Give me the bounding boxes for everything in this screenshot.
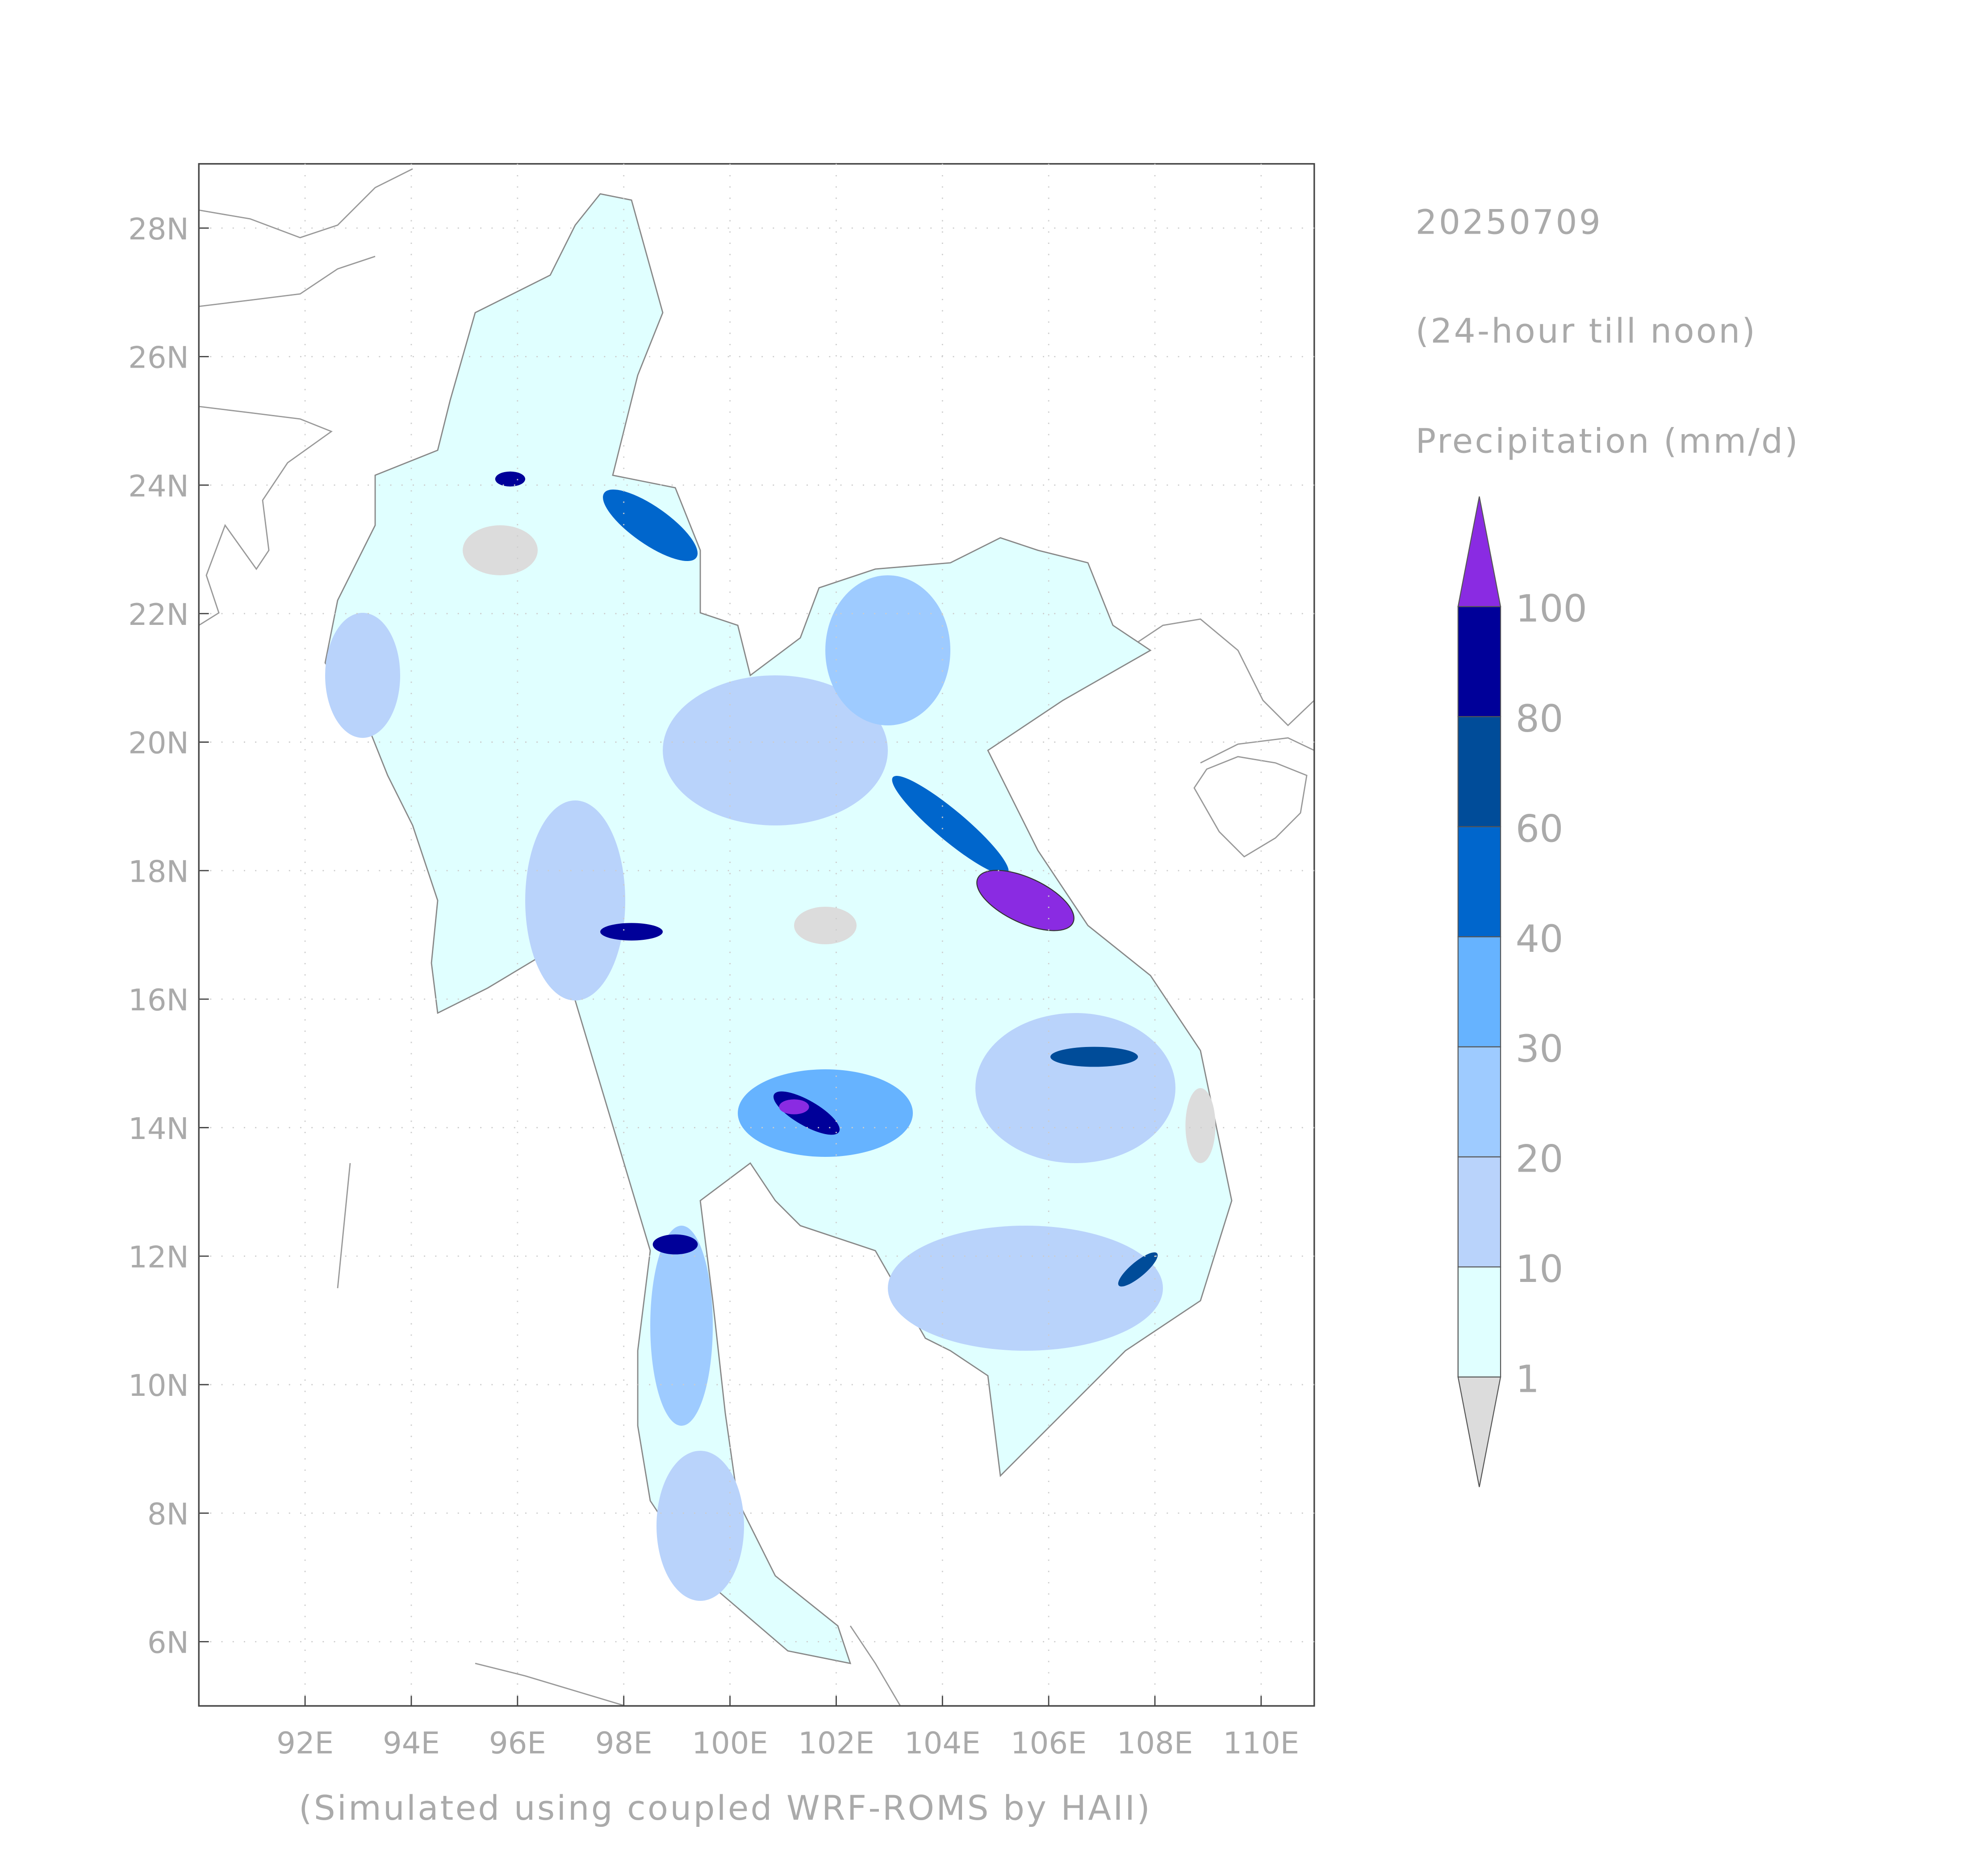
precip-area [663, 675, 888, 825]
precip-area [650, 1226, 713, 1426]
period-label: (24-hour till noon) [1416, 311, 1757, 351]
coastline [199, 168, 413, 626]
colorbar-box [1457, 716, 1501, 827]
y-tick-label: 22N [128, 597, 189, 632]
land-layer [199, 168, 1314, 1706]
x-tick-label: 94E [383, 1726, 440, 1761]
precip-area [888, 1226, 1163, 1351]
colorbar-label: 40 [1516, 917, 1564, 961]
colorbar-box [1457, 1156, 1501, 1268]
precip-area [600, 923, 663, 941]
x-tick-label: 108E [1117, 1726, 1193, 1761]
colorbar-label: 80 [1516, 697, 1564, 741]
coastline [1193, 737, 1314, 858]
precip-area [975, 1013, 1176, 1163]
x-tick-label: 102E [798, 1726, 874, 1761]
x-tick-label: 104E [904, 1726, 981, 1761]
y-tick-label: 10N [128, 1368, 189, 1403]
colorbar-label: 1 [1516, 1357, 1539, 1401]
y-tick-label: 26N [128, 340, 189, 375]
no-rain-area [463, 525, 538, 575]
precip-area [976, 870, 1074, 931]
precip-area [603, 489, 698, 561]
y-tick-label: 6N [147, 1625, 189, 1660]
colorbar-label: 60 [1516, 807, 1564, 850]
map-frame [198, 163, 1315, 1707]
date-label: 20250709 [1416, 203, 1602, 242]
y-tick-label: 24N [128, 469, 189, 503]
x-tick-label: 106E [1011, 1726, 1087, 1761]
colorbar-box [1457, 936, 1501, 1047]
colorbar-label: 30 [1516, 1027, 1564, 1071]
y-tick-label: 20N [128, 726, 189, 761]
y-tick-label: 28N [128, 212, 189, 247]
coastline [337, 618, 1314, 1706]
colorbar-label: 20 [1516, 1137, 1564, 1181]
map-area [198, 163, 1315, 1707]
variable-label: Precipitation (mm/d) [1416, 422, 1800, 461]
colorbar-box [1457, 1266, 1501, 1378]
x-tick-label: 100E [692, 1726, 768, 1761]
precip-area [1118, 1252, 1158, 1287]
y-tick-label: 14N [128, 1111, 189, 1146]
footer-note: (Simulated using coupled WRF-ROMS by HAI… [299, 1788, 1152, 1828]
precip-area [325, 613, 401, 738]
colorbar-box [1457, 1046, 1501, 1158]
precip-area [825, 575, 951, 725]
precip-area [779, 1099, 809, 1114]
precip-area [525, 800, 626, 1001]
x-tick-label: 98E [595, 1726, 652, 1761]
y-tick-label: 8N [147, 1497, 189, 1532]
precip-area [652, 1234, 698, 1255]
colorbar-label: 10 [1516, 1247, 1564, 1291]
no-rain-area [1185, 1088, 1216, 1163]
precip-area [656, 1451, 744, 1601]
colorbar-over [1457, 496, 1501, 607]
y-tick-label: 16N [128, 983, 189, 1018]
colorbar-label: 100 [1516, 587, 1587, 631]
x-tick-label: 110E [1223, 1726, 1300, 1761]
y-tick-label: 18N [128, 854, 189, 889]
y-tick-label: 12N [128, 1240, 189, 1274]
colorbar-box [1457, 826, 1501, 938]
precip-area [1050, 1047, 1138, 1067]
precip-area [892, 775, 1009, 875]
no-rain-area [794, 907, 857, 944]
x-tick-label: 96E [489, 1726, 546, 1761]
colorbar-box [1457, 606, 1501, 717]
precip-blobs [325, 471, 1216, 1601]
x-tick-label: 92E [276, 1726, 334, 1761]
precip-area [495, 471, 526, 487]
